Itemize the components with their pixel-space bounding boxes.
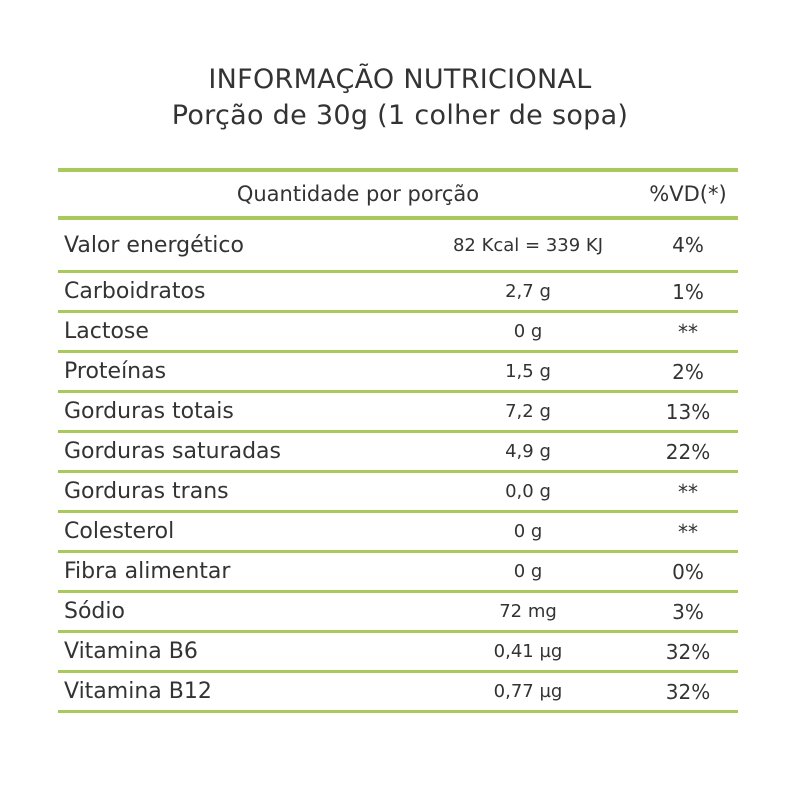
divider	[58, 590, 738, 593]
nutrient-amount: 0 g	[513, 521, 543, 542]
divider	[58, 168, 738, 172]
nutrient-name: Valor energético	[64, 232, 244, 258]
nutrient-name: Gorduras trans	[64, 479, 229, 504]
nutrient-vd: 13%	[665, 399, 711, 424]
nutrient-name: Gorduras totais	[64, 399, 234, 424]
nutrient-name: Vitamina B12	[64, 679, 212, 704]
nutrient-name: Vitamina B6	[64, 639, 198, 664]
divider	[58, 310, 738, 313]
header-vd: %VD(*)	[649, 182, 727, 206]
divider	[58, 350, 738, 353]
nutrient-name: Lactose	[64, 319, 149, 344]
nutrition-table: Quantidade por porção %VD(*) Valor energ…	[58, 168, 738, 713]
nutrient-vd: **	[678, 519, 698, 544]
divider	[58, 510, 738, 513]
nutrient-amount: 0 g	[513, 561, 543, 582]
divider	[58, 470, 738, 473]
nutrient-vd: 4%	[672, 233, 704, 257]
nutrient-amount: 0 g	[513, 321, 543, 342]
nutrient-amount: 4,9 g	[505, 441, 551, 462]
table-header: Quantidade por porção %VD(*)	[58, 172, 738, 216]
nutrient-vd: 2%	[672, 359, 704, 384]
table-row: Valor energético 82 Kcal = 339 KJ 4%	[58, 220, 738, 270]
table-row: Colesterol 0 g **	[58, 513, 738, 550]
nutrient-vd: 32%	[665, 639, 711, 664]
table-row: Vitamina B12 0,77 µg 32%	[58, 673, 738, 710]
nutrient-vd: **	[678, 479, 698, 504]
nutrient-name: Carboidratos	[64, 279, 206, 304]
nutrient-amount: 82 Kcal = 339 KJ	[452, 234, 604, 256]
nutrient-amount: 0,77 µg	[493, 681, 563, 702]
divider	[58, 390, 738, 393]
table-row: Carboidratos 2,7 g 1%	[58, 273, 738, 310]
nutrient-name: Gorduras saturadas	[64, 439, 282, 464]
nutrient-name: Sódio	[64, 599, 125, 624]
divider	[58, 430, 738, 433]
nutrient-vd: 32%	[665, 679, 711, 704]
nutrient-name: Fibra alimentar	[64, 559, 231, 584]
nutrient-vd: 0%	[672, 559, 704, 584]
nutrient-vd: 1%	[672, 279, 704, 304]
nutrient-name: Proteínas	[64, 359, 167, 384]
table-row: Gorduras saturadas 4,9 g 22%	[58, 433, 738, 470]
serving-size: Porção de 30g (1 colher de sopa)	[171, 100, 629, 131]
divider	[58, 710, 738, 713]
nutrient-amount: 7,2 g	[505, 401, 551, 422]
nutrient-vd: 22%	[665, 439, 711, 464]
table-row: Lactose 0 g **	[58, 313, 738, 350]
nutrient-amount: 0,41 µg	[493, 641, 563, 662]
nutrient-vd: **	[678, 319, 698, 344]
table-row: Fibra alimentar 0 g 0%	[58, 553, 738, 590]
nutrient-name: Colesterol	[64, 519, 175, 544]
table-row: Gorduras trans 0,0 g **	[58, 473, 738, 510]
divider	[58, 270, 738, 273]
divider	[58, 550, 738, 553]
divider	[58, 630, 738, 633]
nutrient-amount: 0,0 g	[505, 481, 551, 502]
nutrient-amount: 1,5 g	[505, 361, 551, 382]
table-row: Vitamina B6 0,41 µg 32%	[58, 633, 738, 670]
header-quantity: Quantidade por porção	[236, 182, 480, 206]
divider	[58, 216, 738, 220]
nutrient-amount: 72 mg	[499, 601, 557, 622]
divider	[58, 670, 738, 673]
nutrient-amount: 2,7 g	[505, 281, 551, 302]
table-row: Proteínas 1,5 g 2%	[58, 353, 738, 390]
page-title: INFORMAÇÃO NUTRICIONAL	[208, 64, 592, 95]
table-row: Gorduras totais 7,2 g 13%	[58, 393, 738, 430]
table-row: Sódio 72 mg 3%	[58, 593, 738, 630]
nutrient-vd: 3%	[672, 599, 704, 624]
